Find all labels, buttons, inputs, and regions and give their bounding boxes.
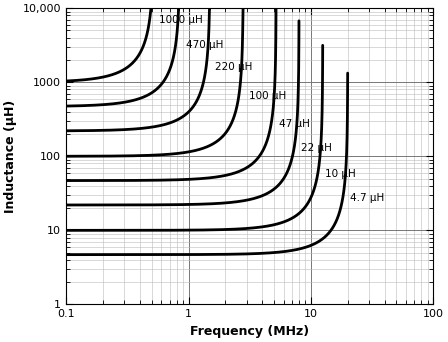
Y-axis label: Inductance (μH): Inductance (μH) xyxy=(4,100,17,213)
Text: 10 μH: 10 μH xyxy=(325,169,356,179)
Text: 47 μH: 47 μH xyxy=(279,119,310,129)
Text: 100 μH: 100 μH xyxy=(249,91,286,101)
Text: 220 μH: 220 μH xyxy=(215,62,253,72)
Text: 22 μH: 22 μH xyxy=(301,143,332,153)
Text: 470 μH: 470 μH xyxy=(186,40,223,50)
Text: 4.7 μH: 4.7 μH xyxy=(350,194,385,203)
X-axis label: Frequency (MHz): Frequency (MHz) xyxy=(190,325,309,338)
Text: 1000 μH: 1000 μH xyxy=(159,15,202,25)
